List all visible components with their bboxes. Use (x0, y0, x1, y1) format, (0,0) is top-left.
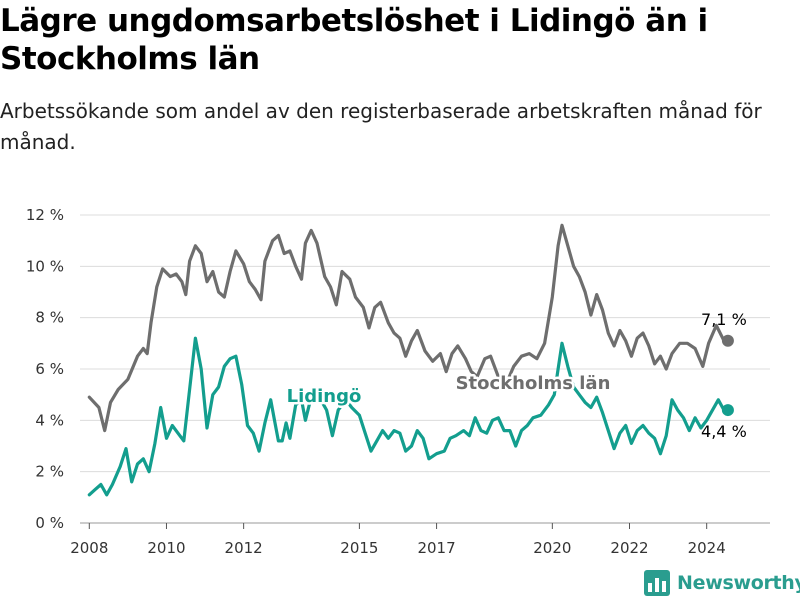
y-tick-label: 10 % (26, 257, 64, 275)
bar-chart-logo-icon (644, 570, 670, 596)
end-value-label-stockholms-lan: 7,1 % (701, 310, 747, 329)
series-line-lidingo (87, 336, 730, 497)
x-tick-label: 2012 (225, 539, 263, 557)
y-tick-label: 6 % (35, 360, 64, 378)
x-tick-label: 2022 (610, 539, 648, 557)
end-point-lidingo (721, 404, 734, 417)
y-tick-label: 2 % (35, 463, 64, 481)
line-chart: 0 % 2 % 4 % 6 % 8 % 10 % 12 % 2008 2010 2012 2015… (26, 206, 770, 557)
y-axis-ticks: 0 % 2 % 4 % 6 % 8 % 10 % 12 % (26, 206, 64, 532)
series-lines (87, 223, 734, 497)
y-tick-label: 4 % (35, 411, 64, 429)
x-axis: 2008 2010 2012 2015 2017 2020 2022 2024 (70, 523, 726, 557)
x-tick-label: 2024 (688, 539, 726, 557)
newsworthy-brand[interactable]: Newsworthy (644, 569, 800, 597)
y-tick-label: 8 % (35, 309, 64, 327)
gridlines (80, 214, 770, 524)
brand-name: Newsworthy (677, 572, 800, 594)
end-value-label-lidingo: 4,4 % (701, 422, 747, 441)
series-labels: 7,1 % 4,4 % Stockholms län Lidingö (284, 310, 747, 441)
x-tick-label: 2010 (147, 539, 185, 557)
chart-title: Lägre ungdomsarbetslöshet i Lidingö än i… (0, 3, 708, 77)
y-tick-label: 12 % (26, 206, 64, 224)
series-line-stockholms-lan (87, 223, 730, 433)
y-tick-label: 0 % (35, 514, 64, 532)
chart-subtitle: Arbetssökande som andel av den registerb… (0, 99, 762, 154)
x-tick-label: 2020 (533, 539, 571, 557)
x-tick-label: 2015 (340, 539, 378, 557)
series-name-label-stockholms-lan: Stockholms län (456, 373, 611, 394)
end-point-stockholms-lan (721, 334, 734, 347)
series-name-label-lidingo: Lidingö (287, 386, 362, 407)
x-tick-label: 2017 (417, 539, 455, 557)
x-tick-label: 2008 (70, 539, 108, 557)
